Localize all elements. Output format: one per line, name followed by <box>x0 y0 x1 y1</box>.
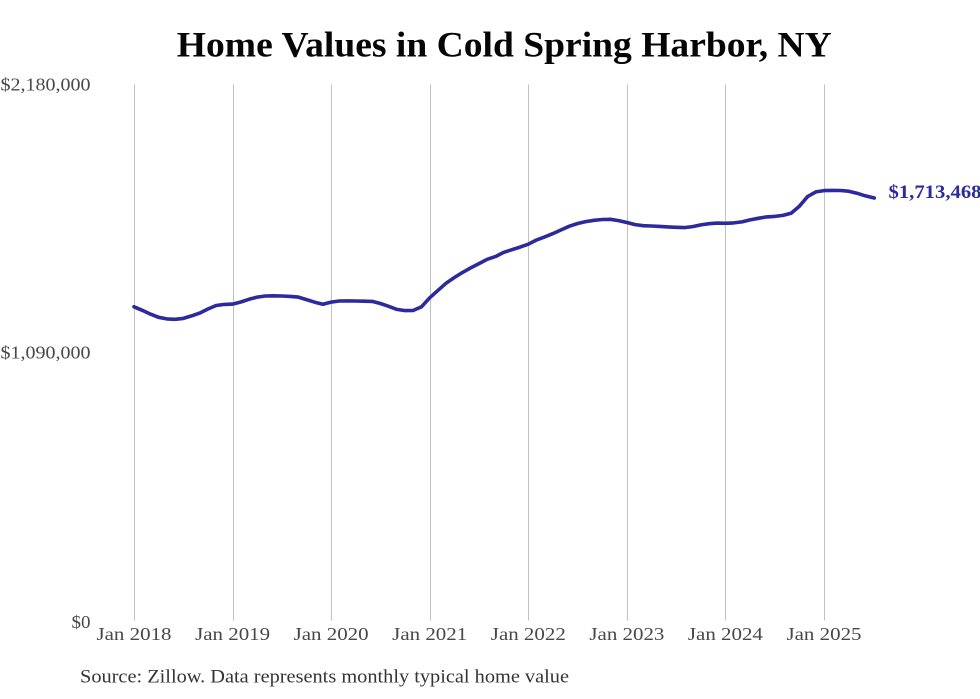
svg-text:Jan 2024: Jan 2024 <box>688 624 763 644</box>
svg-text:Jan 2018: Jan 2018 <box>97 624 172 644</box>
svg-text:Jan 2023: Jan 2023 <box>589 624 664 644</box>
svg-text:Source: Zillow. Data represent: Source: Zillow. Data represents monthly … <box>80 667 569 688</box>
svg-text:Jan 2025: Jan 2025 <box>787 624 862 644</box>
svg-text:$1,090,000: $1,090,000 <box>1 343 91 363</box>
svg-text:$0: $0 <box>72 612 91 632</box>
svg-text:Jan 2021: Jan 2021 <box>392 624 467 644</box>
svg-text:$2,180,000: $2,180,000 <box>1 75 91 95</box>
svg-text:Home Values in Cold Spring Har: Home Values in Cold Spring Harbor, NY <box>177 25 832 65</box>
svg-text:$1,713,468: $1,713,468 <box>889 182 980 203</box>
svg-text:Jan 2019: Jan 2019 <box>195 624 270 644</box>
svg-text:Jan 2020: Jan 2020 <box>294 624 369 644</box>
svg-text:Jan 2022: Jan 2022 <box>491 624 566 644</box>
